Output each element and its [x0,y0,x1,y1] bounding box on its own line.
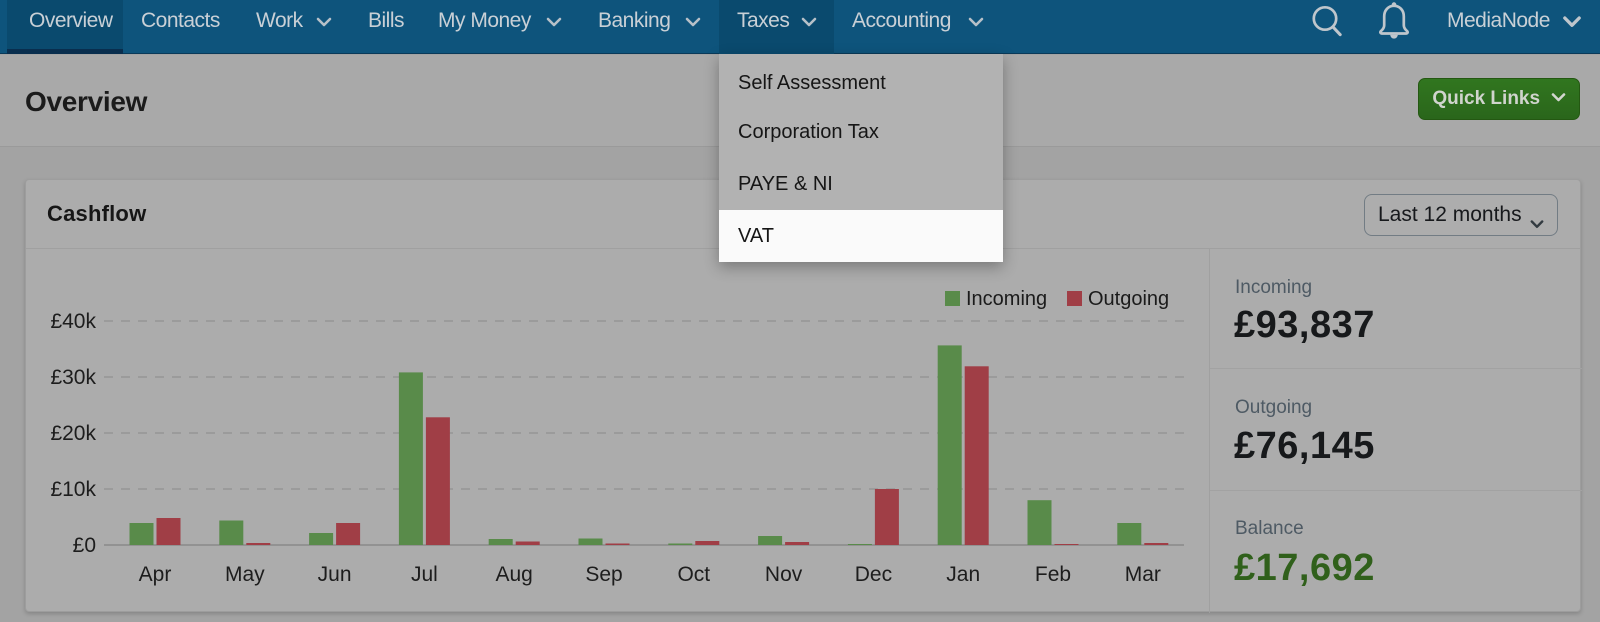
svg-text:£0: £0 [73,534,96,557]
svg-text:Aug: Aug [496,563,533,586]
svg-text:Outgoing: Outgoing [1088,288,1169,310]
svg-text:£30k: £30k [50,366,96,389]
svg-text:Dec: Dec [855,563,892,586]
svg-text:Jan: Jan [946,563,980,586]
svg-text:£40k: £40k [50,310,96,333]
svg-text:£20k: £20k [50,422,96,445]
svg-text:Jun: Jun [318,563,352,586]
svg-text:Sep: Sep [585,563,622,586]
svg-text:Feb: Feb [1035,563,1071,586]
svg-text:Incoming: Incoming [966,288,1047,310]
svg-text:Apr: Apr [139,563,172,586]
svg-text:Nov: Nov [765,563,803,586]
svg-text:May: May [225,563,265,586]
svg-text:Oct: Oct [677,563,710,586]
svg-text:£10k: £10k [50,478,96,501]
svg-text:Mar: Mar [1125,563,1161,586]
svg-text:Jul: Jul [411,563,438,586]
